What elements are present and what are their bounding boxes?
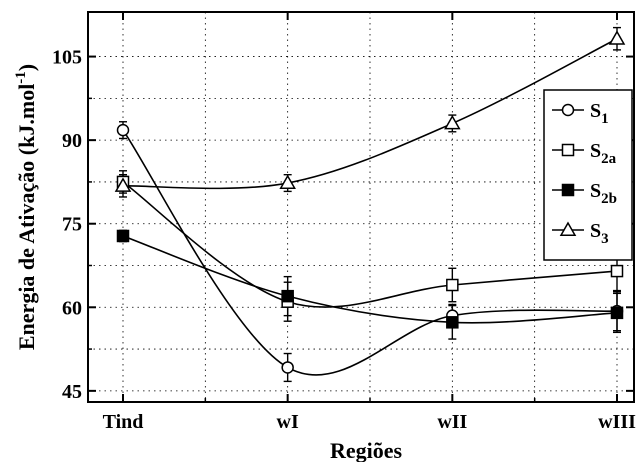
legend-label-subscript: 3 <box>601 231 609 247</box>
x-tick-label: wIII <box>598 411 636 433</box>
legend-marker <box>559 221 577 236</box>
legend-marker <box>561 103 575 117</box>
data-point <box>281 289 294 303</box>
data-point <box>446 316 459 329</box>
y-tick-label: 105 <box>52 47 82 69</box>
legend-label-main: S <box>590 180 601 202</box>
legend-label: S2b <box>590 180 617 207</box>
y-tick-label: 75 <box>62 214 82 236</box>
data-point <box>610 264 624 278</box>
legend-label-subscript: 2a <box>601 151 617 167</box>
y-axis-title-main: Energia de Ativação (kJ.mol <box>14 84 39 350</box>
series-line-3 <box>122 235 618 324</box>
y-tick-label: 45 <box>62 381 82 403</box>
x-tick-label: wII <box>437 411 467 433</box>
data-markers <box>114 30 626 374</box>
data-point <box>116 123 130 137</box>
x-tick-label: Tind <box>103 411 144 433</box>
data-point <box>114 177 132 192</box>
y-tick-label: 90 <box>62 130 82 152</box>
series-line-2 <box>122 181 618 308</box>
x-tick-label: wI <box>277 411 299 433</box>
data-point <box>281 361 294 374</box>
legend-box <box>543 89 633 261</box>
data-point <box>444 114 461 130</box>
legend-label: S3 <box>590 220 609 247</box>
data-point <box>610 306 624 320</box>
axis-ticks <box>88 12 634 402</box>
data-point <box>446 278 459 292</box>
legend-marker <box>561 143 575 157</box>
legend-marker <box>561 183 575 197</box>
y-axis-title-end: ) <box>14 64 39 71</box>
legend-label-subscript: 1 <box>601 111 609 127</box>
data-point <box>116 229 130 243</box>
y-axis-title-superscript: -1 <box>13 71 29 84</box>
data-point <box>279 174 296 190</box>
plot-frame <box>87 11 635 403</box>
tick-labels: 45 60 75 90 105 Tind wI wII wIII <box>52 47 636 433</box>
x-axis-title: Regiões <box>330 438 403 462</box>
legend-label: S2a <box>590 140 617 167</box>
legend-label-main: S <box>590 220 601 242</box>
data-point <box>608 30 626 45</box>
legend-label-subscript: 2b <box>601 191 617 207</box>
series-line-4 <box>122 38 618 190</box>
legend-label: S1 <box>590 100 609 127</box>
legend-label-main: S <box>590 100 601 122</box>
series-curves <box>122 38 618 376</box>
y-axis-title: Energia de Ativação (kJ.mol-1) <box>13 64 39 350</box>
y-tick-label: 60 <box>62 297 82 319</box>
series-line-1 <box>122 129 618 376</box>
legend-label-main: S <box>590 140 601 162</box>
